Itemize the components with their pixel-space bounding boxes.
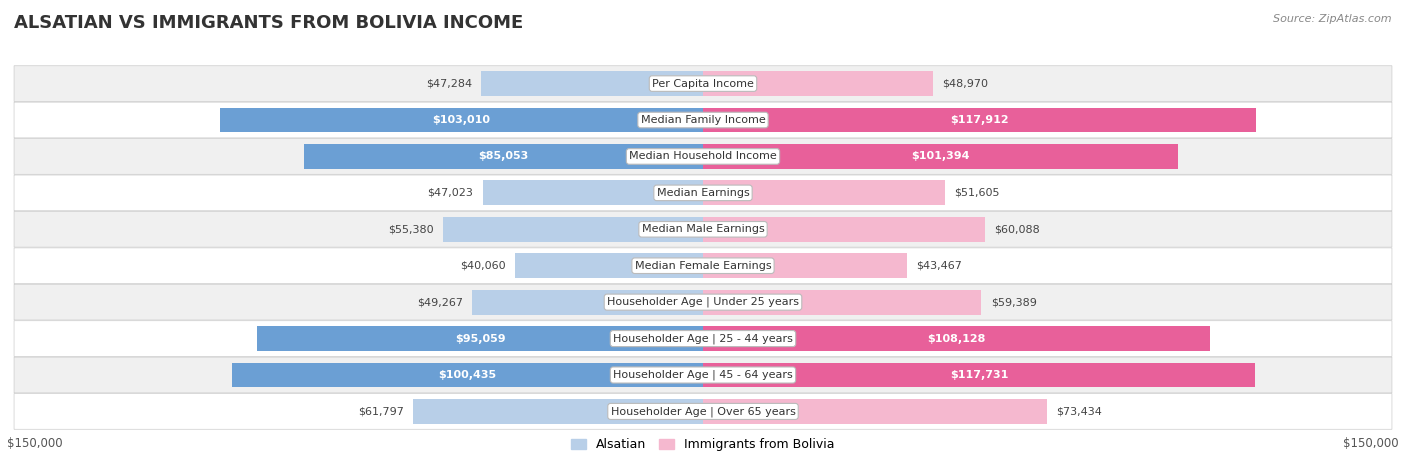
Text: Householder Age | Over 65 years: Householder Age | Over 65 years: [610, 406, 796, 417]
FancyBboxPatch shape: [14, 248, 1392, 283]
Text: $47,023: $47,023: [427, 188, 474, 198]
Text: Median Male Earnings: Median Male Earnings: [641, 224, 765, 234]
Text: Householder Age | Under 25 years: Householder Age | Under 25 years: [607, 297, 799, 307]
Bar: [257, 326, 703, 351]
Text: $47,284: $47,284: [426, 78, 472, 89]
Text: $101,394: $101,394: [911, 151, 970, 162]
Bar: [221, 107, 703, 133]
Text: $55,380: $55,380: [388, 224, 434, 234]
Text: Median Earnings: Median Earnings: [657, 188, 749, 198]
Text: ALSATIAN VS IMMIGRANTS FROM BOLIVIA INCOME: ALSATIAN VS IMMIGRANTS FROM BOLIVIA INCO…: [14, 14, 523, 32]
FancyBboxPatch shape: [14, 357, 1392, 393]
Bar: [232, 362, 703, 388]
Legend: Alsatian, Immigrants from Bolivia: Alsatian, Immigrants from Bolivia: [567, 433, 839, 456]
Text: $117,912: $117,912: [950, 115, 1008, 125]
Text: Median Household Income: Median Household Income: [628, 151, 778, 162]
Text: Per Capita Income: Per Capita Income: [652, 78, 754, 89]
FancyBboxPatch shape: [14, 394, 1392, 429]
Text: $150,000: $150,000: [7, 437, 63, 450]
FancyBboxPatch shape: [14, 321, 1392, 356]
Bar: [703, 399, 1047, 424]
Text: $59,389: $59,389: [991, 297, 1036, 307]
Bar: [703, 362, 1254, 388]
Text: Median Family Income: Median Family Income: [641, 115, 765, 125]
Bar: [703, 326, 1209, 351]
Text: Householder Age | 45 - 64 years: Householder Age | 45 - 64 years: [613, 370, 793, 380]
Bar: [703, 107, 1256, 133]
Text: Median Female Earnings: Median Female Earnings: [634, 261, 772, 271]
Bar: [703, 180, 945, 205]
Text: $49,267: $49,267: [416, 297, 463, 307]
Bar: [703, 290, 981, 315]
Text: $108,128: $108,128: [927, 333, 986, 344]
FancyBboxPatch shape: [14, 212, 1392, 247]
Text: $43,467: $43,467: [917, 261, 962, 271]
Bar: [413, 399, 703, 424]
Text: $150,000: $150,000: [1343, 437, 1399, 450]
Text: $95,059: $95,059: [456, 333, 506, 344]
Bar: [703, 144, 1178, 169]
Bar: [703, 217, 984, 242]
Bar: [304, 144, 703, 169]
Text: $85,053: $85,053: [478, 151, 529, 162]
Bar: [443, 217, 703, 242]
Bar: [703, 71, 932, 96]
Text: $60,088: $60,088: [994, 224, 1039, 234]
Text: $40,060: $40,060: [460, 261, 506, 271]
FancyBboxPatch shape: [14, 284, 1392, 320]
FancyBboxPatch shape: [14, 139, 1392, 174]
Text: $73,434: $73,434: [1056, 406, 1102, 417]
FancyBboxPatch shape: [14, 66, 1392, 101]
Text: $100,435: $100,435: [439, 370, 496, 380]
FancyBboxPatch shape: [14, 102, 1392, 138]
Text: $117,731: $117,731: [949, 370, 1008, 380]
Text: $61,797: $61,797: [359, 406, 404, 417]
FancyBboxPatch shape: [14, 175, 1392, 211]
Bar: [703, 253, 907, 278]
Text: $103,010: $103,010: [433, 115, 491, 125]
Bar: [472, 290, 703, 315]
Text: $51,605: $51,605: [955, 188, 1000, 198]
Text: $48,970: $48,970: [942, 78, 988, 89]
Bar: [482, 180, 703, 205]
Bar: [481, 71, 703, 96]
Text: Source: ZipAtlas.com: Source: ZipAtlas.com: [1274, 14, 1392, 24]
Bar: [515, 253, 703, 278]
Text: Householder Age | 25 - 44 years: Householder Age | 25 - 44 years: [613, 333, 793, 344]
